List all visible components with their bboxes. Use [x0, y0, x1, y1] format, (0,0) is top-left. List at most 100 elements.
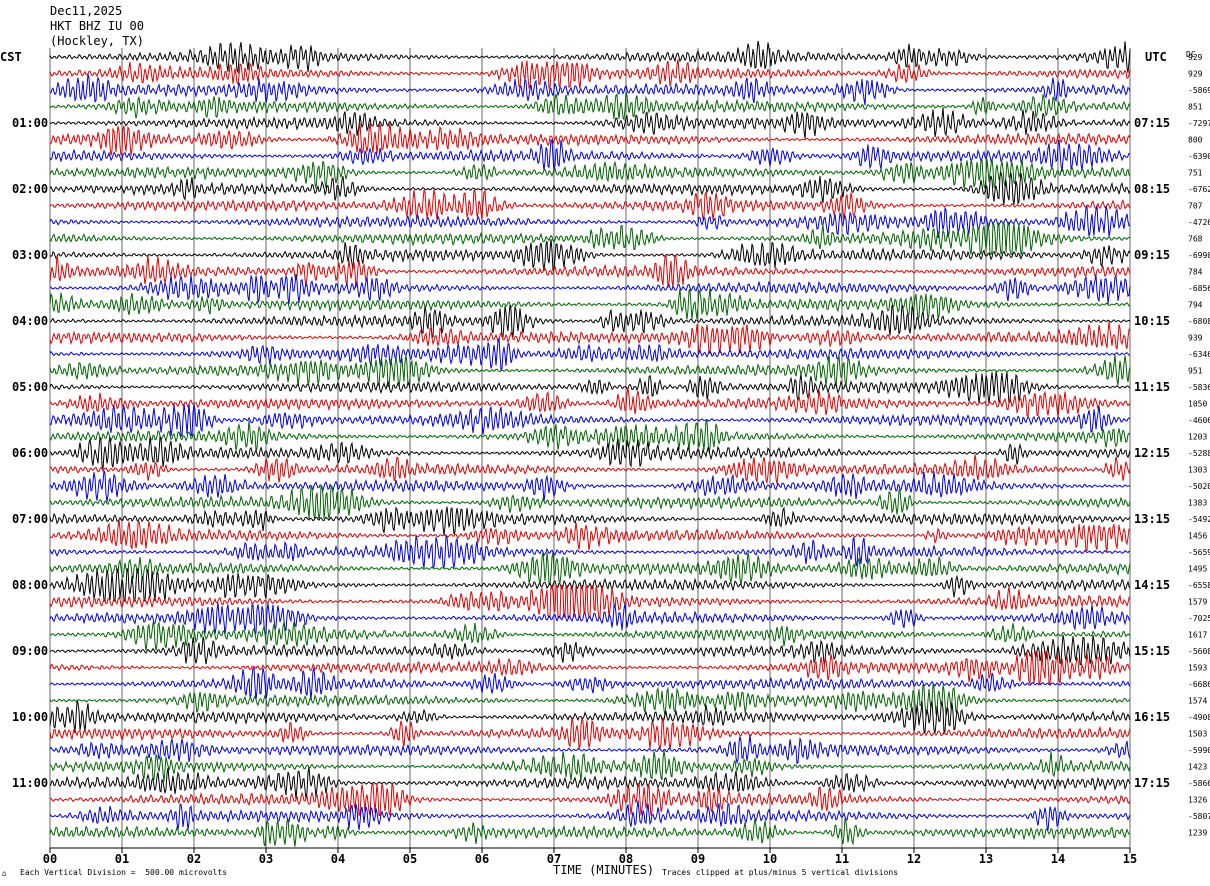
dc-offset-label: 939 — [1188, 334, 1203, 343]
right-zone-label: UTC — [1145, 50, 1167, 64]
left-hour-label: 01:00 — [12, 116, 48, 130]
seismic-trace — [49, 734, 1131, 765]
seismic-trace — [49, 387, 1131, 418]
dc-offset-label: 707 — [1188, 202, 1203, 211]
seismic-trace — [49, 288, 1131, 321]
dc-offset-label: -6808 — [1188, 317, 1210, 326]
seismic-trace — [49, 818, 1131, 847]
dc-offset-label: 1574 — [1188, 697, 1207, 706]
x-tick-label: 11 — [835, 852, 849, 866]
seismic-trace — [49, 139, 1130, 172]
dc-offset-label: -4606 — [1188, 416, 1210, 425]
right-hour-label: 11:15 — [1134, 380, 1170, 394]
left-hour-label: 06:00 — [12, 446, 48, 460]
x-tick-label: 00 — [43, 852, 57, 866]
seismic-trace — [49, 189, 1131, 221]
seismic-trace — [49, 158, 1131, 190]
seismic-trace — [49, 717, 1131, 751]
seismic-trace — [49, 552, 1131, 586]
right-hour-label: 17:15 — [1134, 776, 1170, 790]
seismic-trace — [49, 534, 1130, 569]
seismic-trace — [49, 123, 1131, 156]
dc-offset-label: -6346 — [1188, 350, 1210, 359]
x-tick-label: 09 — [691, 852, 705, 866]
x-tick-label: 04 — [331, 852, 345, 866]
left-hour-label: 10:00 — [12, 710, 48, 724]
dc-offset-label: 951 — [1188, 367, 1203, 376]
seismic-trace — [49, 634, 1131, 666]
dc-offset-label: 1383 — [1188, 499, 1207, 508]
x-axis-title: TIME (MINUTES) — [553, 863, 655, 877]
seismic-trace — [49, 602, 1131, 636]
dc-offset-label: -5288 — [1188, 449, 1210, 458]
seismic-trace — [49, 403, 1131, 438]
x-tick-label: 01 — [115, 852, 129, 866]
seismic-trace — [49, 454, 1131, 485]
seismic-trace — [49, 205, 1131, 239]
dc-offset-label: 784 — [1188, 268, 1203, 277]
seismic-trace — [49, 782, 1131, 818]
seismic-trace — [49, 59, 1131, 90]
seismic-trace — [49, 253, 1131, 288]
left-hour-label: 02:00 — [12, 182, 48, 196]
dc-offset-label: -4908 — [1188, 713, 1210, 722]
right-hour-label: 15:15 — [1134, 644, 1170, 658]
seismic-trace — [49, 486, 1131, 519]
seismic-trace — [49, 651, 1131, 685]
seismic-trace — [49, 667, 1131, 701]
dc-offset-label: 1593 — [1188, 664, 1207, 673]
clip-note: Traces clipped at plus/minus 5 vertical … — [662, 868, 899, 877]
dc-offset-label: 768 — [1188, 235, 1203, 244]
x-tick-label: 08 — [619, 852, 633, 866]
left-hour-label: 11:00 — [12, 776, 48, 790]
dc-offset-label: 1050 — [1188, 400, 1207, 409]
seismic-trace — [49, 40, 1131, 75]
dc-offset-label: -6390 — [1188, 152, 1210, 161]
dc-offset-label: -5990 — [1188, 746, 1210, 755]
seismic-trace — [49, 371, 1131, 405]
seismic-trace — [49, 239, 1131, 272]
dc-offset-label: -6856 — [1188, 284, 1210, 293]
dc-offset-label: 1503 — [1188, 730, 1207, 739]
left-hour-label: 03:00 — [12, 248, 48, 262]
dc-offset-label: -5807 — [1188, 812, 1210, 821]
dc-offset-label: -5836 — [1188, 383, 1210, 392]
dc-offset-label: 929 — [1188, 70, 1203, 79]
seismic-trace — [49, 435, 1131, 470]
seismic-trace — [49, 699, 1131, 735]
dc-offset-label: -5866 — [1188, 779, 1210, 788]
station-location: (Hockley, TX) — [50, 34, 144, 48]
seismic-trace — [49, 91, 1131, 122]
x-tick-label: 02 — [187, 852, 201, 866]
seismic-trace — [49, 321, 1131, 355]
x-tick-label: 12 — [907, 852, 921, 866]
left-zone-label: CST — [0, 50, 22, 64]
left-hour-label: 05:00 — [12, 380, 48, 394]
seismic-trace — [49, 171, 1131, 206]
seismic-trace — [49, 621, 1131, 651]
dc-offset-label: -4726 — [1188, 218, 1210, 227]
dc-offset-label: -5020 — [1188, 482, 1210, 491]
right-hour-label: 10:15 — [1134, 314, 1170, 328]
chart-date: Dec11,2025 — [50, 4, 123, 18]
right-hour-label: 14:15 — [1134, 578, 1170, 592]
dc-offset-label: -5659 — [1188, 548, 1210, 557]
seismic-trace — [49, 584, 1131, 619]
seismic-trace — [49, 519, 1131, 552]
left-hour-label: 08:00 — [12, 578, 48, 592]
dc-offset-label: -7297 — [1188, 119, 1210, 128]
left-hour-label: 04:00 — [12, 314, 48, 328]
x-tick-label: 06 — [475, 852, 489, 866]
seismic-trace — [49, 420, 1131, 453]
dc-offset-label: -5869 — [1188, 86, 1210, 95]
dc-offset-label: 929 — [1188, 53, 1203, 62]
seismic-trace — [49, 767, 1131, 800]
seismic-trace — [49, 684, 1131, 718]
seismic-trace — [49, 750, 1131, 782]
dc-offset-label: 800 — [1188, 136, 1203, 145]
dc-offset-label: 794 — [1188, 301, 1203, 310]
dc-offset-label: 1303 — [1188, 466, 1207, 475]
x-tick-label: 03 — [259, 852, 273, 866]
seismic-trace — [49, 221, 1131, 257]
